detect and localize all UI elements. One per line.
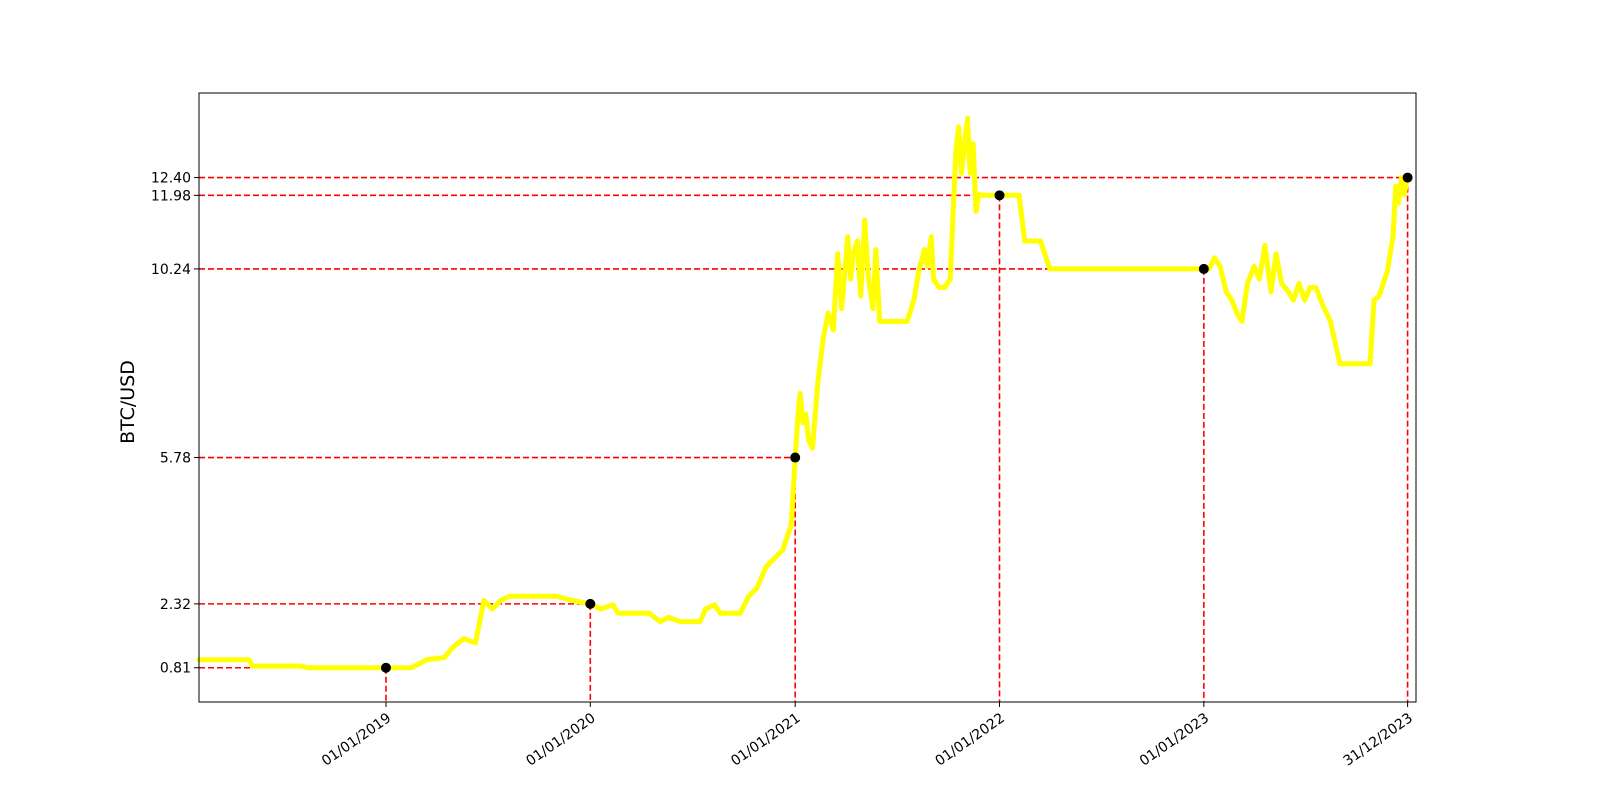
y-tick-label-1: 2.32 <box>160 597 191 613</box>
y-tick-label-4: 11.98 <box>151 188 191 204</box>
y-tick-label-5: 12.40 <box>151 171 191 187</box>
highlight-point-3 <box>994 190 1005 201</box>
plot-frame <box>198 92 1417 703</box>
series-layer <box>196 115 1411 671</box>
highlight-point-0 <box>380 662 391 673</box>
highlight-point-5 <box>1402 172 1413 183</box>
highlight-point-4 <box>1198 263 1209 274</box>
highlight-points <box>380 172 1413 673</box>
y-tick-label-3: 10.24 <box>151 262 191 278</box>
y-tick-label-0: 0.81 <box>160 661 191 677</box>
price-line-0 <box>196 115 1411 671</box>
highlight-point-1 <box>585 598 596 609</box>
y-axis-label: BTC/USD <box>117 360 139 444</box>
highlight-point-2 <box>790 452 801 463</box>
reference-lines <box>199 176 1409 702</box>
y-tick-label-2: 5.78 <box>160 451 191 467</box>
